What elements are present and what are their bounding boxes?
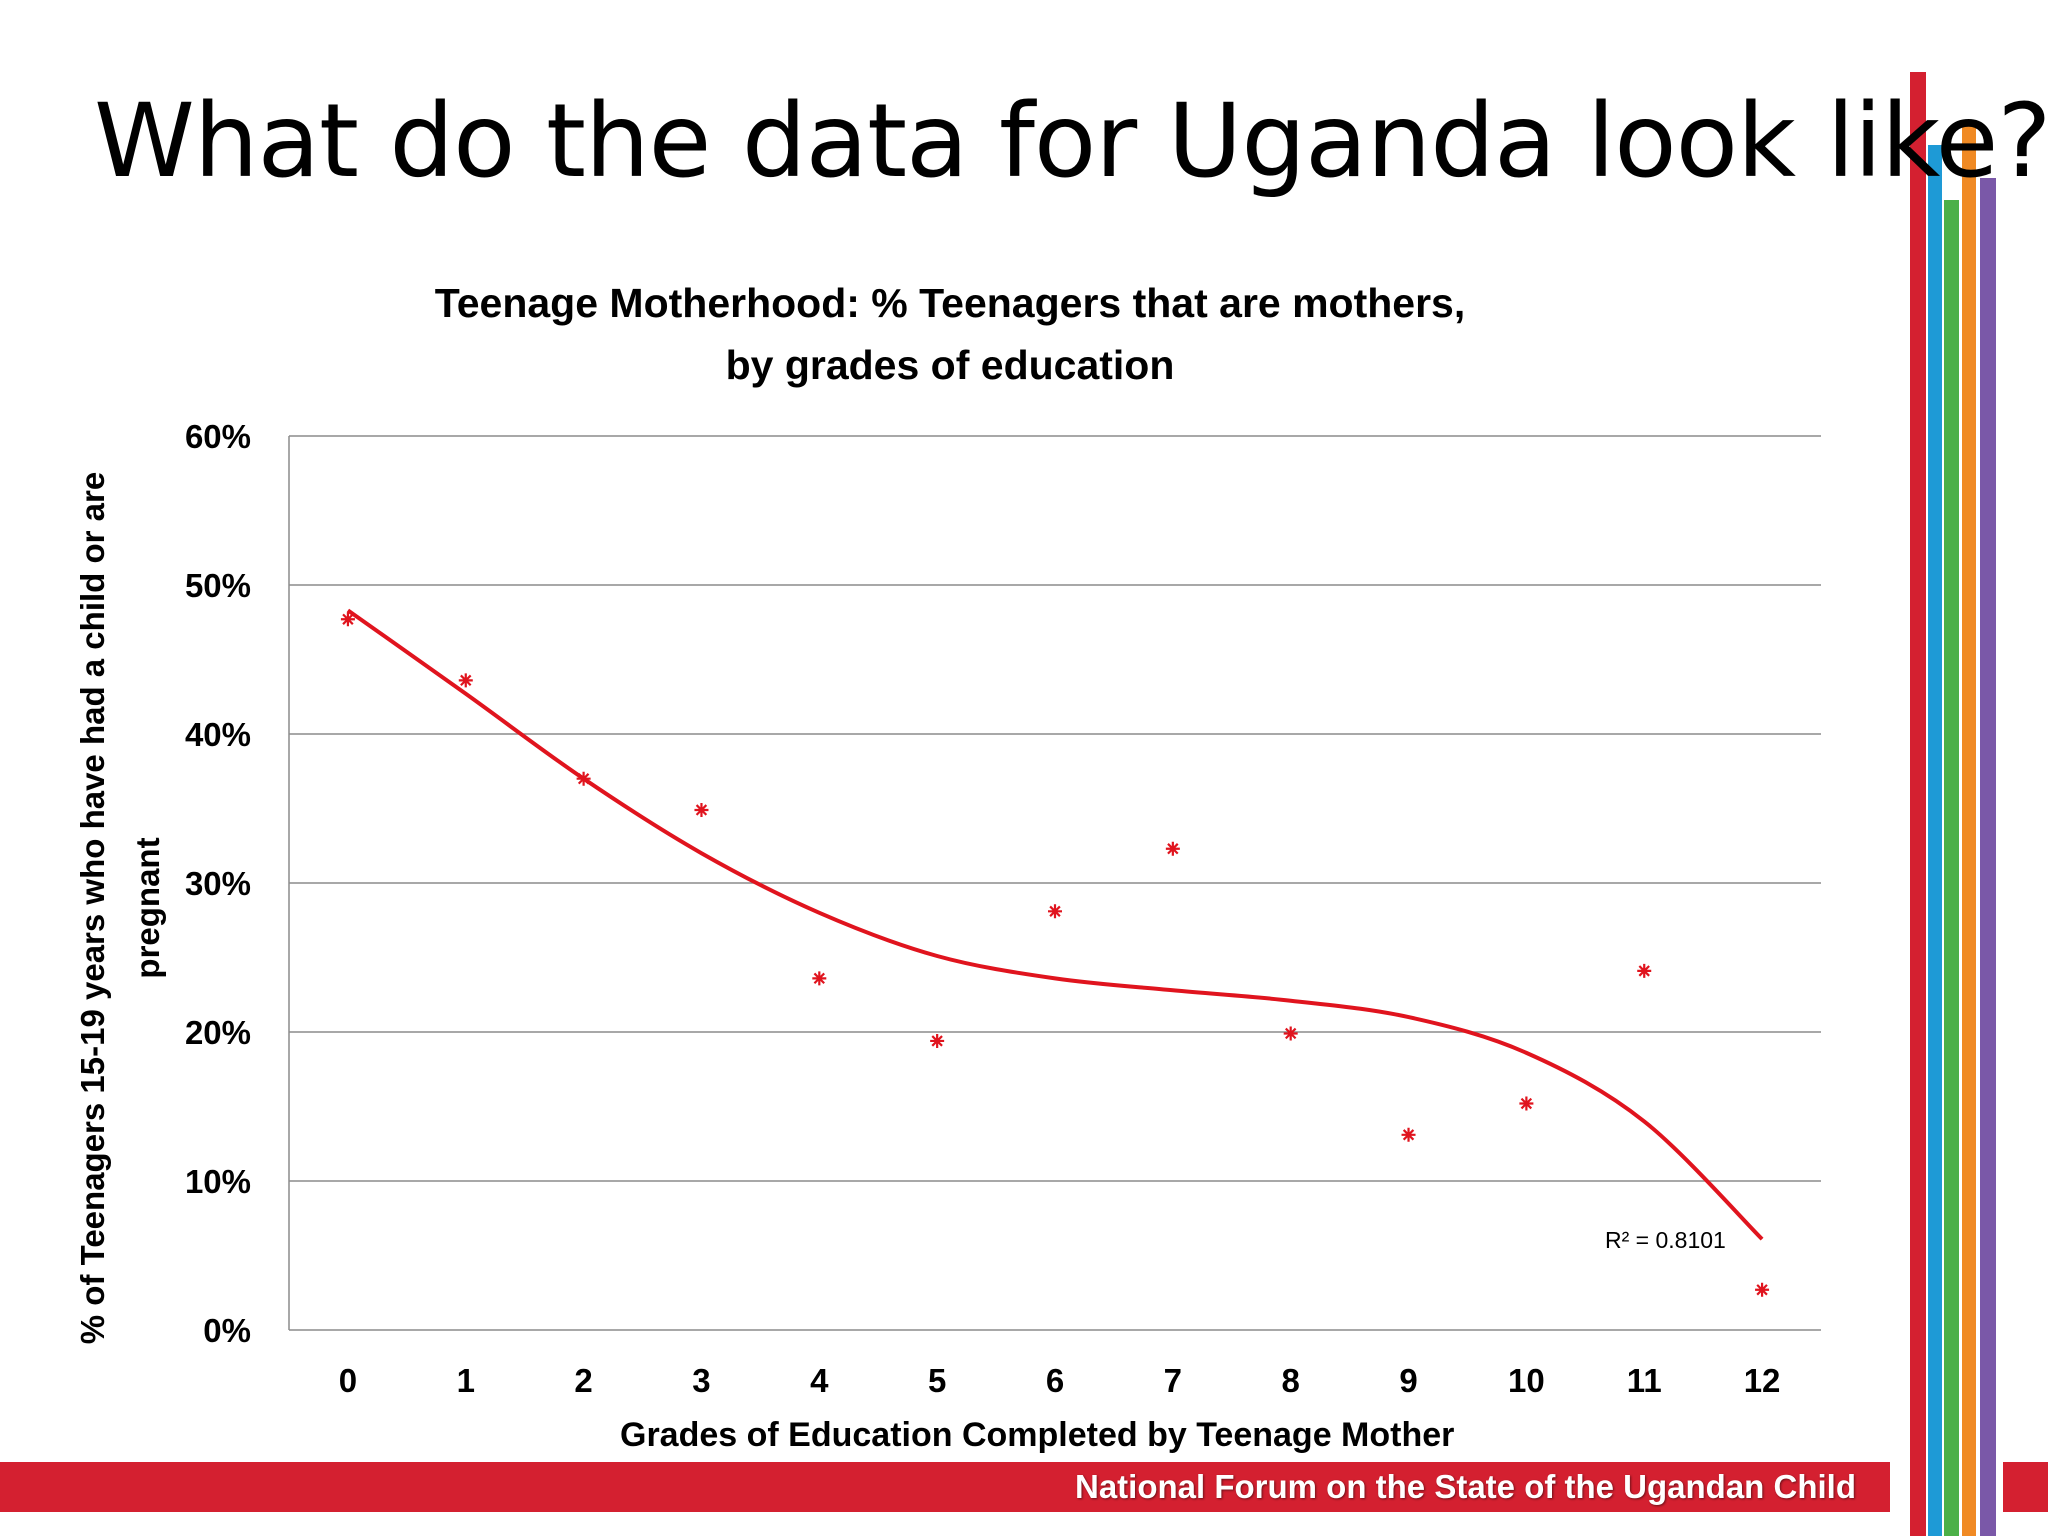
y-tick-label: 50% <box>185 567 251 604</box>
chart-title-line-1: Teenage Motherhood: % Teenagers that are… <box>434 280 1466 326</box>
data-point <box>1519 1096 1534 1111</box>
data-point <box>1755 1282 1770 1297</box>
footer-bar-right <box>2003 1462 2048 1512</box>
data-point <box>576 771 591 786</box>
x-tick-label: 11 <box>1627 1362 1662 1399</box>
y-tick-label: 60% <box>185 418 251 455</box>
data-point <box>1048 904 1062 919</box>
data-point <box>1165 841 1180 856</box>
accent-bar-purple <box>1980 178 1996 1536</box>
x-tick-label: 12 <box>1744 1362 1781 1399</box>
x-tick-label: 4 <box>810 1362 829 1399</box>
x-tick-label: 0 <box>339 1362 357 1399</box>
x-axis-title: Grades of Education Completed by Teenage… <box>620 1416 1455 1454</box>
footer-bar: National Forum on the State of the Ugand… <box>0 1462 1890 1512</box>
accent-bar-orange <box>1962 120 1976 1536</box>
y-tick-label: 0% <box>203 1312 251 1349</box>
data-point <box>930 1033 945 1048</box>
accent-bar-red <box>1910 72 1926 1536</box>
y-tick-label: 40% <box>185 716 251 753</box>
x-tick-label: 7 <box>1164 1362 1182 1399</box>
y-tick-label: 10% <box>185 1163 251 1200</box>
x-tick-label: 5 <box>928 1362 946 1399</box>
y-tick-label: 20% <box>185 1014 251 1051</box>
chart-title: Teenage Motherhood: % Teenagers that are… <box>260 272 1640 396</box>
chart-title-line-2: by grades of education <box>725 342 1175 388</box>
slide-title: What do the data for Uganda look like? <box>94 82 2048 201</box>
x-tick-label: 1 <box>457 1362 475 1399</box>
data-point <box>340 612 355 627</box>
accent-bar-blue <box>1928 145 1942 1536</box>
r-squared-label: R² = 0.8101 <box>1605 1227 1726 1253</box>
data-point <box>694 802 709 817</box>
trendline <box>346 608 1764 1241</box>
x-tick-label: 6 <box>1046 1362 1064 1399</box>
data-point <box>1283 1026 1298 1041</box>
accent-bar-green <box>1944 200 1959 1536</box>
y-tick-label: 30% <box>185 865 251 902</box>
footer-text: National Forum on the State of the Ugand… <box>1075 1468 1856 1505</box>
data-point <box>458 673 473 688</box>
data-point <box>1637 963 1652 978</box>
x-tick-label: 9 <box>1399 1362 1417 1399</box>
x-tick-label: 3 <box>692 1362 710 1399</box>
x-tick-label: 10 <box>1508 1362 1545 1399</box>
x-tick-label: 2 <box>574 1362 592 1399</box>
data-point <box>1401 1127 1416 1142</box>
x-tick-label: 8 <box>1282 1362 1300 1399</box>
data-point <box>812 971 827 986</box>
